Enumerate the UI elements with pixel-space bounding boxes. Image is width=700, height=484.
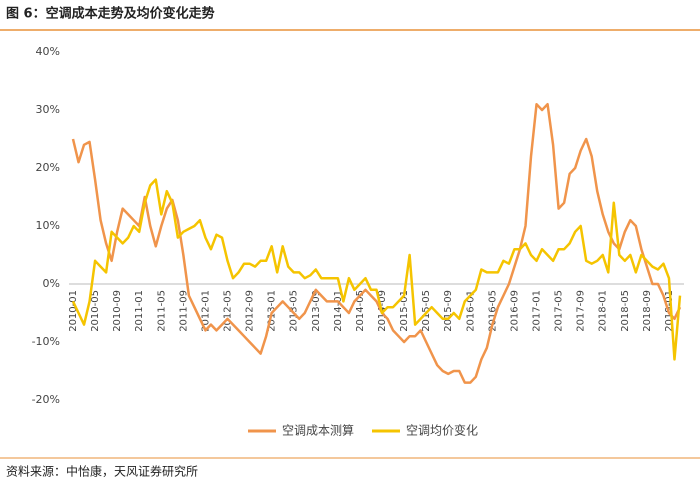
legend-label: 空调成本测算 xyxy=(282,423,354,438)
x-tick-label: 2017-05 xyxy=(554,290,565,332)
x-tick-label: 2016-09 xyxy=(509,290,520,332)
y-tick-label: -10% xyxy=(32,335,60,348)
legend-label: 空调均价变化 xyxy=(406,423,478,438)
series-line xyxy=(71,178,682,361)
x-tick-label: 2011-09 xyxy=(178,290,189,332)
source-note: 资料来源：中怡康，天风证券研究所 xyxy=(6,464,198,479)
x-tick-label: 2018-01 xyxy=(598,290,609,332)
x-tick-label: 2010-05 xyxy=(90,290,101,332)
series-line xyxy=(71,102,682,384)
y-tick-label: 0% xyxy=(43,277,60,290)
x-tick-label: 2015-01 xyxy=(399,290,410,332)
y-tick-label: 20% xyxy=(36,161,60,174)
y-tick-label: 10% xyxy=(36,219,60,232)
x-tick-label: 2016-05 xyxy=(487,290,498,332)
x-tick-label: 2012-05 xyxy=(223,290,234,332)
x-tick-label: 2014-01 xyxy=(333,290,344,332)
y-tick-label: -20% xyxy=(32,393,60,406)
x-tick-label: 2018-05 xyxy=(620,290,631,332)
x-tick-label: 2013-05 xyxy=(289,290,300,332)
x-tick-label: 2016-01 xyxy=(465,290,476,332)
x-tick-label: 2010-01 xyxy=(68,290,79,332)
chart-title: 图 6：空调成本走势及均价变化走势 xyxy=(6,6,215,22)
x-tick-label: 2011-05 xyxy=(156,290,167,332)
y-tick-label: 40% xyxy=(36,45,60,58)
x-tick-label: 2014-05 xyxy=(355,290,366,332)
x-tick-label: 2010-09 xyxy=(112,290,123,332)
x-tick-label: 2017-01 xyxy=(532,290,543,332)
x-tick-label: 2017-09 xyxy=(576,290,587,332)
y-tick-label: 30% xyxy=(36,103,60,116)
x-tick-label: 2012-09 xyxy=(245,290,256,332)
x-tick-label: 2013-09 xyxy=(311,290,322,332)
x-tick-label: 2018-09 xyxy=(642,290,653,332)
x-tick-label: 2012-01 xyxy=(200,290,211,332)
x-tick-label: 2015-09 xyxy=(443,290,454,332)
x-tick-label: 2011-01 xyxy=(134,290,145,332)
